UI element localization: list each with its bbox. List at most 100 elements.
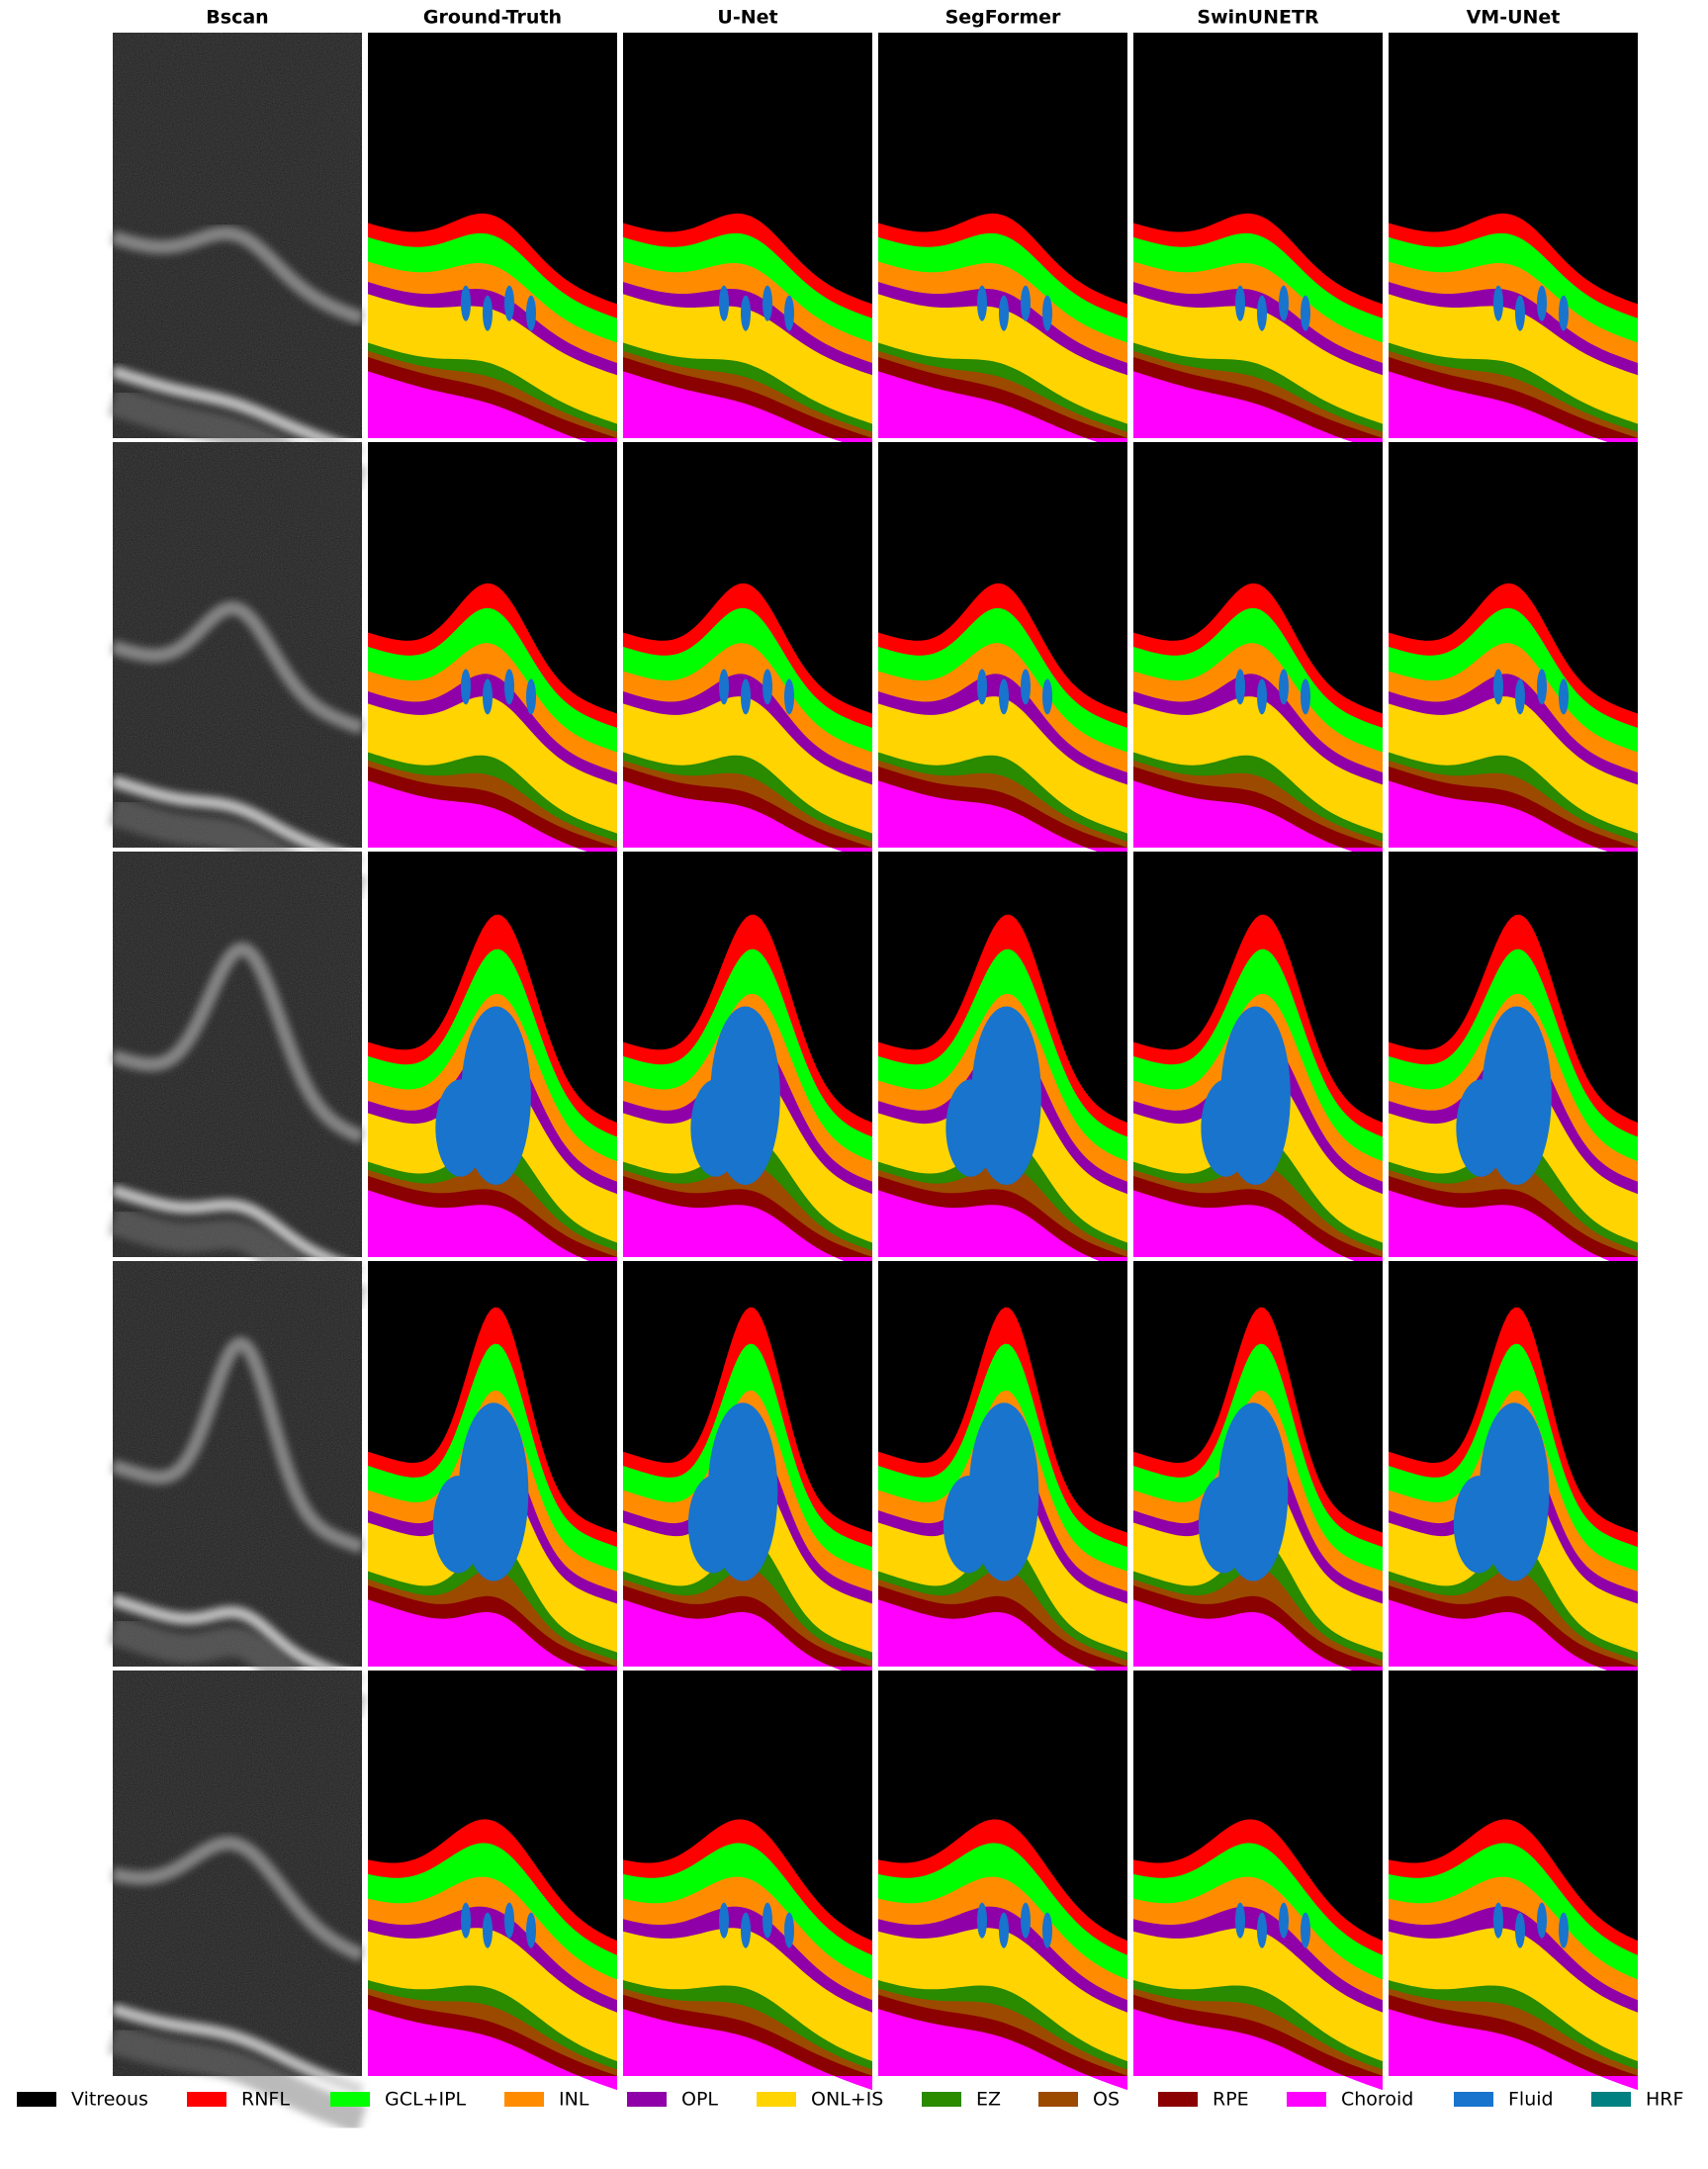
fluid-region (741, 1912, 751, 1948)
fluid-region (461, 669, 471, 705)
bscan-rpe-band (111, 774, 364, 868)
legend-swatch (1454, 2092, 1493, 2107)
fluid-region (1198, 1476, 1249, 1574)
fluid-region (1537, 285, 1547, 321)
legend-label: Choroid (1341, 2089, 1413, 2111)
fluid-region (1515, 295, 1525, 331)
fluid-region (1042, 678, 1052, 715)
fluid-region (483, 678, 493, 715)
fluid-region (687, 1476, 739, 1574)
layer-region (368, 1190, 617, 1272)
layer-region (1389, 2009, 1638, 2091)
legend-swatch (627, 2092, 667, 2107)
fluid-region (943, 1476, 994, 1574)
layer-region (623, 2009, 872, 2091)
bscan-rpe-band (111, 365, 364, 459)
layer-region (623, 371, 872, 453)
legend-label: ONL+IS (811, 2089, 883, 2111)
layer-region (1389, 1599, 1638, 1681)
fluid-region (999, 678, 1009, 715)
legend-label: RNFL (241, 2089, 290, 2111)
fluid-region (719, 285, 729, 321)
bscan-retina-band (110, 600, 365, 735)
fluid-region (1537, 669, 1547, 705)
bscan-noise (113, 1261, 362, 1667)
legend-swatch (187, 2092, 226, 2107)
column-header: SegFormer (945, 7, 1061, 29)
column-header: SwinUNETR (1197, 7, 1319, 29)
layer-region (623, 1190, 872, 1272)
fluid-region (1235, 669, 1245, 705)
legend-swatch (504, 2092, 544, 2107)
fluid-region (1257, 1912, 1267, 1948)
fluid-region (1042, 295, 1052, 331)
fluid-region (741, 295, 751, 331)
fluid-region (1493, 669, 1503, 705)
legend-swatch (1287, 2092, 1326, 2107)
layer-region (623, 1599, 872, 1681)
fluid-region (461, 285, 471, 321)
layer-region (1389, 371, 1638, 453)
fluid-region (1515, 1912, 1525, 1948)
legend-swatch (1591, 2092, 1631, 2107)
layer-region (1389, 1190, 1638, 1272)
bscan-rpe-band (111, 1184, 364, 1277)
bscan-retina-band (110, 942, 365, 1143)
layer-region (878, 1190, 1127, 1272)
layer-region (368, 780, 617, 862)
legend-label: OS (1093, 2089, 1120, 2111)
fluid-region (1235, 285, 1245, 321)
fluid-region (1456, 1079, 1506, 1177)
layer-region (368, 2009, 617, 2091)
column-header: VM-UNet (1467, 7, 1561, 29)
legend-swatch (922, 2092, 961, 2107)
fluid-region (526, 1912, 536, 1948)
layer-region (1133, 371, 1383, 453)
bscan-retina-band (110, 226, 365, 325)
fluid-region (1257, 295, 1267, 331)
legend-swatch (1038, 2092, 1078, 2107)
fluid-region (504, 669, 514, 705)
layer-region (623, 780, 872, 862)
layer-region (1133, 780, 1383, 862)
fluid-region (1493, 285, 1503, 321)
fluid-region (1021, 285, 1031, 321)
fluid-region (432, 1476, 484, 1574)
fluid-region (504, 1902, 514, 1939)
layer-region (878, 2009, 1127, 2091)
bscan-choroid-band (108, 2024, 367, 2134)
fluid-region (1235, 1902, 1245, 1939)
fluid-region (504, 285, 514, 321)
layer-region (1133, 1599, 1383, 1681)
legend-label: GCL+IPL (385, 2089, 467, 2111)
fluid-region (977, 669, 987, 705)
fluid-region (1279, 1902, 1289, 1939)
fluid-region (526, 295, 536, 331)
fluid-region (977, 1902, 987, 1939)
fluid-region (999, 295, 1009, 331)
legend-label: RPE (1213, 2089, 1249, 2111)
layer-region (368, 1599, 617, 1681)
bscan-noise (113, 852, 362, 1257)
fluid-region (784, 295, 794, 331)
fluid-region (1279, 669, 1289, 705)
legend-label: INL (559, 2089, 589, 2111)
fluid-region (1301, 678, 1310, 715)
bscan-retina-band (111, 1836, 365, 1962)
fluid-region (483, 295, 493, 331)
fluid-region (741, 678, 751, 715)
fluid-region (763, 1902, 772, 1939)
legend-swatch (757, 2092, 796, 2107)
fluid-region (1042, 1912, 1052, 1948)
fluid-region (784, 1912, 794, 1948)
fluid-region (999, 1912, 1009, 1948)
fluid-region (461, 1902, 471, 1939)
legend-label: HRF (1646, 2089, 1683, 2111)
legend-swatch (17, 2092, 56, 2107)
layer-region (368, 371, 617, 453)
layer-region (878, 371, 1127, 453)
fluid-region (1559, 295, 1569, 331)
bscan-retina-band (110, 1336, 365, 1554)
fluid-region (1257, 678, 1267, 715)
fluid-region (1537, 1902, 1547, 1939)
